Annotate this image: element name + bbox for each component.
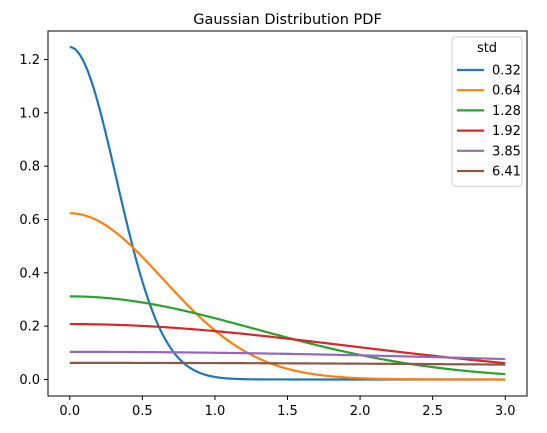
x-tick-label: 1.0	[205, 404, 226, 419]
x-tick-label: 1.5	[277, 404, 298, 419]
x-tick-label: 0.0	[59, 404, 80, 419]
legend-label-3.85: 3.85	[492, 144, 521, 159]
x-tick-label: 3.0	[495, 404, 516, 419]
y-tick-label: 0.6	[19, 213, 40, 228]
legend-label-6.41: 6.41	[492, 165, 521, 180]
legend: std 0.32 0.64 1.28 1.92 3.85 6.41	[451, 36, 523, 187]
legend-label-0.64: 0.64	[492, 84, 521, 99]
legend-title: std	[477, 41, 497, 56]
legend-label-1.92: 1.92	[492, 124, 521, 139]
legend-label-1.28: 1.28	[492, 104, 521, 119]
y-tick-label: 0.0	[19, 373, 40, 388]
legend-box	[451, 36, 523, 187]
series-line-3.85	[69, 350, 506, 361]
y-tick-label: 0.8	[19, 160, 40, 175]
chart-title: Gaussian Distribution PDF	[193, 12, 382, 28]
axes: 0.0 0.5 1.0 1.5 2.0 2.5 3.0 0.0 0.2 0.4 0.6 0.8 1.0 1…	[19, 30, 528, 419]
series-line-1.92	[69, 322, 506, 365]
series-line-6.41	[69, 361, 506, 366]
y-tick-label: 0.4	[19, 266, 40, 281]
legend-label-0.32: 0.32	[492, 64, 521, 79]
y-tick-label: 1.0	[19, 106, 40, 121]
y-tick-label: 0.2	[19, 320, 40, 335]
x-tick-label: 2.0	[350, 404, 371, 419]
plot-area	[69, 45, 506, 381]
x-tick-label: 0.5	[132, 404, 153, 419]
series-line-0.64	[69, 212, 506, 381]
y-tick-label: 1.2	[19, 53, 40, 68]
x-tick-label: 2.5	[422, 404, 443, 419]
